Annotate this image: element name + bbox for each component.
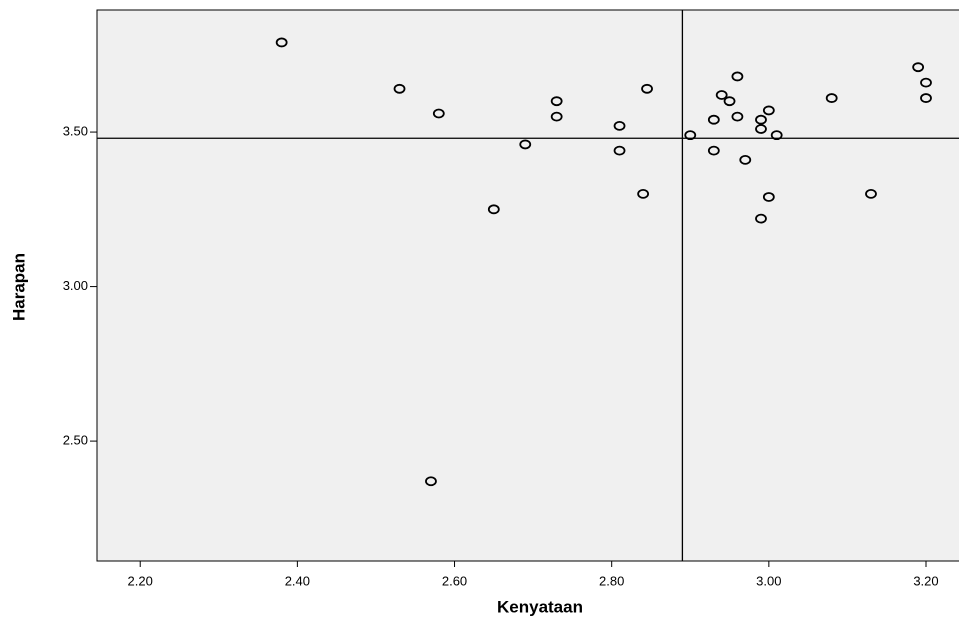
x-tick-label: 2.40 xyxy=(285,573,310,588)
x-tick-label: 2.80 xyxy=(599,573,624,588)
x-tick-label: 3.20 xyxy=(913,573,938,588)
y-tick-label: 3.00 xyxy=(63,278,88,293)
y-axis-title: Harapan xyxy=(9,253,28,321)
chart: Kenyataan Harapan 2.20 2.40 2.60 2.80 3.00 3.… xyxy=(0,0,959,622)
plot-area xyxy=(97,10,959,561)
x-tick-label: 2.60 xyxy=(442,573,467,588)
x-tick-label: 2.20 xyxy=(128,573,153,588)
y-tick-label: 3.50 xyxy=(63,124,88,139)
y-tick-label: 2.50 xyxy=(63,433,88,448)
page: Kenyataan Harapan 2.20 2.40 2.60 2.80 3.00 3.… xyxy=(0,0,959,622)
x-tick-label: 3.00 xyxy=(756,573,781,588)
x-axis-title: Kenyataan xyxy=(497,597,583,616)
